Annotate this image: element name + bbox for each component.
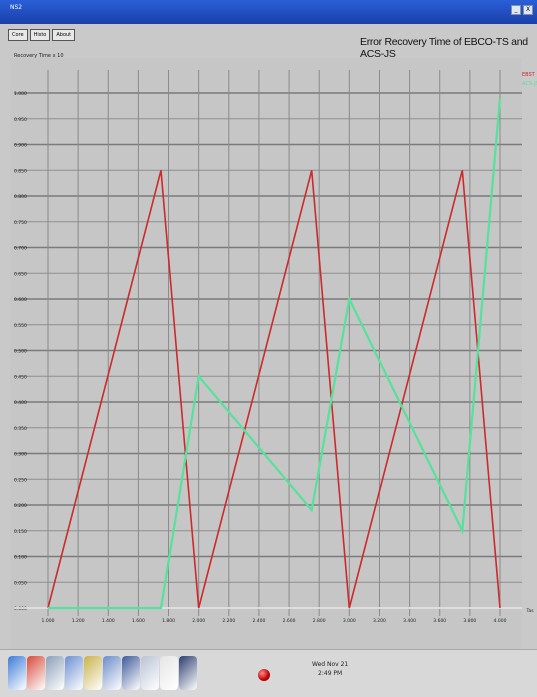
- y-tick-label: 0.500: [14, 349, 27, 355]
- x-tick-label: 1.800: [162, 618, 175, 624]
- app-window: Core Histo About Error Recovery Time of …: [0, 24, 537, 649]
- x-tick-label: 2.400: [252, 618, 265, 624]
- line-chart: 0.000 0.050 0.100 0.150 0.200 0.250 0.300 0.350…: [10, 58, 537, 649]
- x-tick-label: 3.400: [403, 618, 416, 624]
- y-tick-label: 0.950: [14, 117, 27, 123]
- close-button[interactable]: X: [523, 5, 533, 15]
- taskbar-time: 2:49 PM: [318, 670, 343, 677]
- y-tick-label: 0.150: [14, 529, 27, 535]
- taskbar-icons: [8, 656, 197, 690]
- x-tick-label: 3.200: [373, 618, 386, 624]
- y-tick-label: 0.600: [14, 297, 27, 303]
- x-tick-label: 1.000: [42, 618, 55, 624]
- y-tick-label: 0.450: [14, 374, 27, 380]
- menu-histo-button[interactable]: Histo: [29, 29, 51, 41]
- y-tick-label: 0.750: [14, 220, 27, 226]
- x-axis-label: Tas: [525, 608, 534, 614]
- chart-title: Error Recovery Time of EBCO-TS and ACS-J…: [360, 36, 528, 60]
- rocket-icon[interactable]: [27, 656, 45, 690]
- series-line-ebst: [47, 170, 501, 609]
- y-tick-label: 0.050: [14, 580, 27, 586]
- x-tick-label: 2.600: [283, 618, 296, 624]
- taskbar-clock: Wed Nov 21 2:49 PM: [312, 660, 348, 678]
- x-tick-label: 2.000: [192, 618, 205, 624]
- printer-icon[interactable]: [84, 656, 102, 690]
- y-tick-label: 0.900: [14, 143, 27, 149]
- legend-item: ACS-JS: [522, 81, 537, 87]
- y-tick-label: 0.800: [14, 194, 27, 200]
- y-tick-label: 0.850: [14, 168, 27, 174]
- network-icon[interactable]: [46, 656, 64, 690]
- y-tick-label: 0.000: [14, 606, 27, 612]
- y-tick-label: 1.000: [14, 91, 27, 97]
- x-tick-label: 1.200: [72, 618, 85, 624]
- y-tick-label: 0.300: [14, 452, 27, 458]
- files-icon[interactable]: [160, 656, 178, 690]
- window-icon[interactable]: [141, 656, 159, 690]
- y-tick-label: 0.400: [14, 400, 27, 406]
- taskbar-date: Wed Nov 21: [312, 661, 349, 668]
- y-axis-label: Recovery Time x 10: [14, 53, 64, 59]
- plot-background: [10, 58, 522, 649]
- y-tick-label: 0.350: [14, 426, 27, 432]
- y-tick-label: 0.250: [14, 477, 27, 483]
- x-tick-label: 4.000: [494, 618, 507, 624]
- x-tick-label: 2.200: [222, 618, 235, 624]
- window-titlebar: NS2 _ X: [0, 0, 537, 24]
- chart-icon[interactable]: [103, 656, 121, 690]
- window-title: NS2: [10, 4, 23, 11]
- x-tick-label: 2.800: [313, 618, 326, 624]
- x-tick-label: 1.600: [132, 618, 145, 624]
- menu-core-button[interactable]: Core: [8, 29, 28, 41]
- y-tick-label: 0.100: [14, 555, 27, 561]
- globe-icon[interactable]: [8, 656, 26, 690]
- legend-item: EBST: [522, 72, 536, 78]
- monitor-icon[interactable]: [122, 656, 140, 690]
- terminal-icon[interactable]: [179, 656, 197, 690]
- people-icon[interactable]: [65, 656, 83, 690]
- minimize-button[interactable]: _: [511, 5, 521, 15]
- x-tick-label: 3.600: [433, 618, 446, 624]
- status-led-icon: [258, 669, 270, 681]
- x-tick-label: 3.000: [343, 618, 356, 624]
- taskbar: Wed Nov 21 2:49 PM: [0, 649, 537, 697]
- y-tick-label: 0.650: [14, 271, 27, 277]
- x-tick-label: 3.800: [463, 618, 476, 624]
- menu-about-button[interactable]: About: [52, 29, 76, 41]
- x-tick-label: 1.400: [102, 618, 115, 624]
- y-tick-label: 0.200: [14, 503, 27, 509]
- y-tick-label: 0.700: [14, 246, 27, 252]
- series-line-acs-js: [48, 98, 502, 610]
- menu-bar: Core Histo About: [8, 29, 76, 41]
- y-tick-label: 0.550: [14, 323, 27, 329]
